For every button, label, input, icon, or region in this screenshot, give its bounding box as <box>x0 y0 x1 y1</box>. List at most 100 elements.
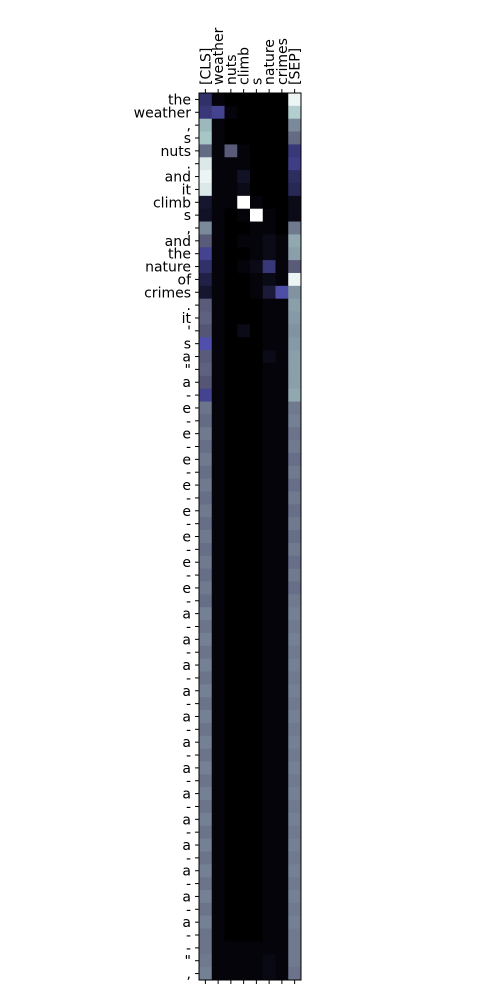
heatmap-cell <box>288 877 302 891</box>
heatmap-cell <box>211 735 225 750</box>
heatmap-cell <box>288 208 302 222</box>
heatmap-cell <box>199 568 213 582</box>
heatmap-cell <box>262 684 276 698</box>
heatmap-cell <box>288 851 302 865</box>
heatmap-cell <box>211 350 225 364</box>
heatmap-cell <box>288 890 302 904</box>
heatmap-cell <box>199 93 213 107</box>
heatmap-cell <box>250 388 264 402</box>
heatmap-cell <box>224 568 238 582</box>
y-tick-label: ' <box>187 324 191 340</box>
heatmap-cell <box>199 555 213 570</box>
heatmap-cell <box>288 787 302 801</box>
heatmap-cell <box>262 620 276 634</box>
heatmap-cell <box>275 182 289 197</box>
y-tick-label: a <box>182 812 191 828</box>
heatmap-cell <box>262 170 276 184</box>
heatmap-cell <box>262 864 276 878</box>
heatmap-cell <box>199 594 213 608</box>
heatmap-cell <box>275 311 289 325</box>
heatmap-cell <box>224 157 238 171</box>
heatmap-cell <box>211 401 225 415</box>
heatmap-cell <box>288 671 302 685</box>
heatmap-cell <box>288 800 302 814</box>
heatmap-cell <box>275 375 289 390</box>
heatmap-cell <box>262 452 276 467</box>
heatmap-cell <box>262 722 276 737</box>
y-axis-ticks: theweather,snuts.anditclimbs,andthenatur… <box>134 92 199 983</box>
heatmap-cell <box>237 838 251 852</box>
heatmap-cell <box>199 234 213 248</box>
heatmap-cell <box>250 568 264 582</box>
heatmap-cell <box>288 568 302 582</box>
heatmap-cell <box>199 941 213 955</box>
heatmap-cell <box>237 375 251 390</box>
heatmap-cell <box>275 941 289 955</box>
heatmap-cell <box>262 542 276 557</box>
heatmap-cell <box>262 478 276 492</box>
heatmap-cell <box>199 452 213 467</box>
heatmap-cell <box>224 967 238 981</box>
heatmap-cell <box>275 195 289 210</box>
heatmap-cell <box>288 298 302 312</box>
heatmap-cell <box>199 710 213 724</box>
heatmap-cell <box>224 337 238 351</box>
y-tick-label: - <box>186 851 191 867</box>
heatmap-cell <box>211 967 225 981</box>
heatmap-cell <box>250 902 264 917</box>
heatmap-cell <box>237 761 251 775</box>
heatmap-cell <box>262 311 276 325</box>
heatmap-cell <box>250 298 264 312</box>
heatmap-cell <box>237 812 251 827</box>
heatmap-cell <box>288 234 302 248</box>
heatmap-cell <box>250 465 264 480</box>
heatmap-cell <box>275 812 289 827</box>
heatmap-cell <box>262 594 276 608</box>
heatmap-cell <box>237 324 251 338</box>
heatmap-cell <box>275 93 289 107</box>
y-tick-label: - <box>186 825 191 841</box>
y-tick-label: , <box>187 118 191 134</box>
heatmap-cell <box>211 761 225 775</box>
y-tick-label: and <box>165 170 191 186</box>
heatmap-cell <box>288 427 302 441</box>
heatmap-cell <box>250 825 264 839</box>
heatmap-cell <box>288 838 302 852</box>
y-tick-label: nature <box>145 260 191 276</box>
heatmap-cell <box>199 825 213 839</box>
heatmap-cell <box>199 645 213 660</box>
heatmap-cell <box>237 542 251 557</box>
y-tick-label: - <box>186 697 191 713</box>
heatmap-cell <box>262 607 276 621</box>
heatmap-cell <box>275 414 289 428</box>
heatmap-cell <box>262 298 276 312</box>
heatmap-cell <box>199 800 213 814</box>
heatmap-cells <box>199 93 302 981</box>
heatmap-cell <box>224 105 238 120</box>
heatmap-cell <box>288 658 302 672</box>
heatmap-cell <box>250 645 264 660</box>
heatmap-cell <box>250 581 264 595</box>
heatmap-cell <box>250 632 264 647</box>
heatmap-cell <box>288 928 302 942</box>
heatmap-cell <box>262 825 276 839</box>
heatmap-cell <box>224 440 238 454</box>
heatmap-cell <box>199 221 213 235</box>
heatmap-cell <box>250 157 264 171</box>
heatmap-cell <box>224 915 238 929</box>
heatmap-cell <box>275 388 289 402</box>
heatmap-cell <box>211 671 225 685</box>
y-tick-label: e <box>182 427 191 443</box>
heatmap-cell <box>237 890 251 904</box>
heatmap-cell <box>288 748 302 762</box>
heatmap-cell <box>211 170 225 184</box>
heatmap-cell <box>288 144 302 158</box>
heatmap-cell <box>211 362 225 377</box>
heatmap-cell <box>275 105 289 120</box>
heatmap-cell <box>199 735 213 750</box>
heatmap-cell <box>199 465 213 480</box>
heatmap-cell <box>237 568 251 582</box>
y-tick-label: - <box>186 774 191 790</box>
heatmap-cell <box>275 902 289 917</box>
